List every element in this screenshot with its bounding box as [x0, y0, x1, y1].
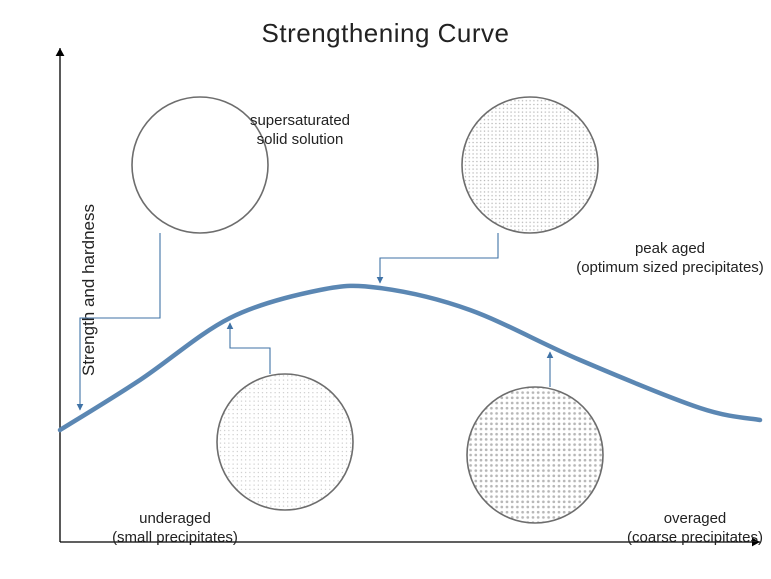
caption-peak_aged: peak aged(optimum sized precipitates)	[576, 240, 764, 278]
caption-supersaturated: supersaturatedsolid solution	[250, 112, 350, 150]
microstructure-supersaturated	[132, 97, 268, 233]
caption-overaged: overaged(coarse precipitates)	[627, 510, 763, 548]
diagram-svg	[0, 0, 771, 579]
microstructure-overaged	[467, 387, 603, 523]
caption-underaged: underaged(small precipitates)	[112, 510, 238, 548]
microstructure-peak_aged	[462, 97, 598, 233]
microstructure-underaged	[217, 374, 353, 510]
